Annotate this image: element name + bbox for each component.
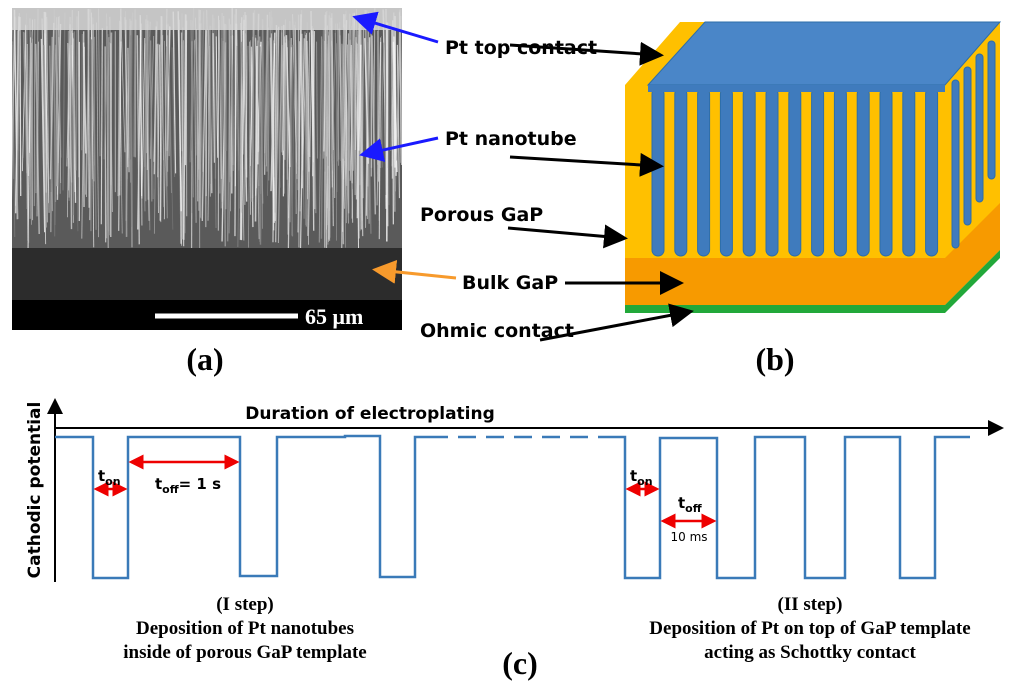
sem-fiber — [32, 32, 33, 225]
sem-fiber — [392, 26, 393, 178]
panel-label: (c) — [502, 645, 538, 681]
panel-label: (a) — [186, 341, 223, 377]
schematic — [625, 22, 1000, 313]
sem-fiber — [73, 31, 74, 215]
sem-fiber — [91, 39, 92, 231]
nanotube — [857, 88, 869, 256]
t-on-label: ton — [630, 467, 653, 488]
symbol: t — [678, 494, 685, 512]
pt-top-plate-edge — [648, 85, 945, 92]
sem-image: 65 μm — [10, 8, 403, 330]
nanotube — [812, 88, 824, 256]
sem-fiber — [126, 20, 127, 237]
ohmic-layer — [625, 305, 945, 313]
t-on-label: ton — [98, 467, 121, 488]
nanotube — [675, 88, 687, 256]
nanotube — [789, 88, 801, 256]
sem-fiber — [182, 33, 183, 152]
figure: 65 μm (a) Pt top contact Pt nanotube Bul… — [0, 0, 1022, 682]
nanotube — [926, 88, 938, 256]
nanotube — [976, 54, 983, 202]
nanotube — [720, 88, 732, 256]
bulk-region — [12, 248, 402, 300]
sem-fiber — [105, 46, 106, 242]
nanotube — [652, 88, 664, 256]
annotation: Bulk GaP — [462, 272, 558, 294]
t-off-value: 10 ms — [670, 530, 707, 544]
sem-fiber — [111, 33, 112, 185]
nanotube — [988, 41, 995, 179]
nanotube — [952, 80, 959, 248]
sem-fiber — [10, 28, 12, 175]
x-axis-label: Duration of electroplating — [245, 404, 495, 424]
top-contact-layer — [12, 8, 402, 30]
pt-top-plate — [648, 22, 1000, 85]
nanotube — [903, 88, 915, 256]
symbol: t — [630, 467, 637, 485]
subscript: on — [637, 475, 652, 488]
step-text: inside of porous GaP template — [123, 642, 367, 663]
nanotube — [766, 88, 778, 256]
step-text: Deposition of Pt on top of GaP template — [649, 618, 970, 639]
annotation: Porous GaP — [420, 204, 543, 226]
sem-fiber — [221, 13, 222, 208]
nanotube — [698, 88, 710, 256]
annotation: Pt nanotube — [445, 128, 577, 150]
t-off-label: toff — [678, 494, 702, 515]
symbol: t — [98, 467, 105, 485]
sem-fiber — [192, 20, 193, 213]
subscript: off — [685, 502, 702, 515]
nanotube — [880, 88, 892, 256]
porous-face — [625, 85, 945, 258]
nanotube — [743, 88, 755, 256]
value: = 1 s — [179, 475, 221, 493]
sem-fiber — [385, 18, 386, 195]
waveform — [600, 437, 970, 578]
sem-fiber — [245, 33, 246, 204]
nanotube — [834, 88, 846, 256]
step-title: (I step) — [216, 594, 274, 615]
step-text: Deposition of Pt nanotubes — [136, 618, 354, 639]
y-axis-label: Cathodic potential — [25, 402, 45, 579]
arrow — [508, 228, 622, 238]
t-off-label: toff= 1 s — [155, 475, 221, 496]
sem-fiber — [185, 21, 186, 166]
panel-label: (b) — [755, 341, 794, 377]
sem-fiber — [351, 45, 352, 183]
step-title: (II step) — [778, 594, 843, 615]
sem-fiber — [285, 43, 286, 160]
subscript: on — [105, 475, 120, 488]
nanotube — [964, 67, 971, 225]
waveform — [55, 436, 430, 578]
symbol: t — [155, 475, 162, 493]
sem-fiber — [259, 47, 260, 186]
subscript: off — [162, 483, 179, 496]
step-text: acting as Schottky contact — [704, 642, 916, 663]
scale-bar-label: 65 μm — [305, 304, 363, 329]
